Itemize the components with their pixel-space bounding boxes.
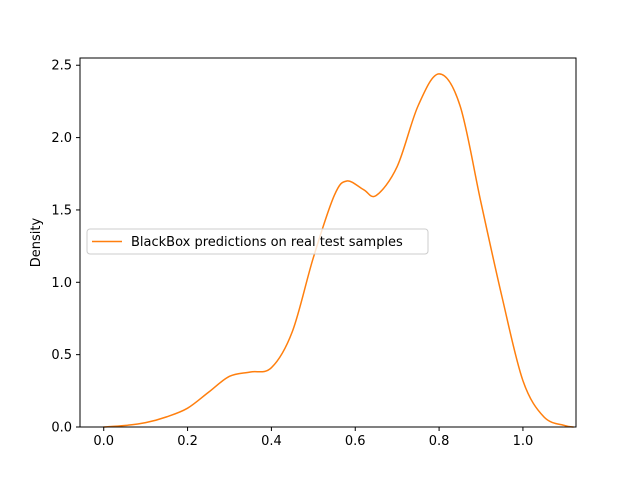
x-tick-label: 0.2 [177, 434, 198, 449]
x-tick-label: 1.0 [513, 434, 534, 449]
y-tick-label: 2.5 [51, 59, 72, 74]
legend-label: BlackBox predictions on real test sample… [131, 235, 403, 250]
x-tick-label: 0.6 [345, 434, 366, 449]
series-line-0 [102, 73, 574, 428]
plot-area [102, 73, 574, 428]
y-tick-label: 1.5 [51, 203, 72, 218]
y-tick-label: 1.0 [51, 276, 72, 291]
legend: BlackBox predictions on real test sample… [86, 228, 429, 255]
y-tick-label: 2.0 [51, 131, 72, 146]
y-tick-label: 0.5 [51, 348, 72, 363]
x-tick-label: 0.8 [429, 434, 450, 449]
x-tick-label: 0.0 [93, 434, 114, 449]
axes: 0.0 0.2 0.4 0.6 0.8 1.0 0.0 0.5 1.0 1.5 2.0 2.5 Dens… [29, 57, 577, 449]
y-tick-label: 0.0 [51, 421, 72, 436]
axes-frame [79, 57, 577, 428]
legend-box [86, 228, 429, 255]
y-axis-label: Density [29, 217, 44, 267]
x-tick-label: 0.4 [261, 434, 282, 449]
